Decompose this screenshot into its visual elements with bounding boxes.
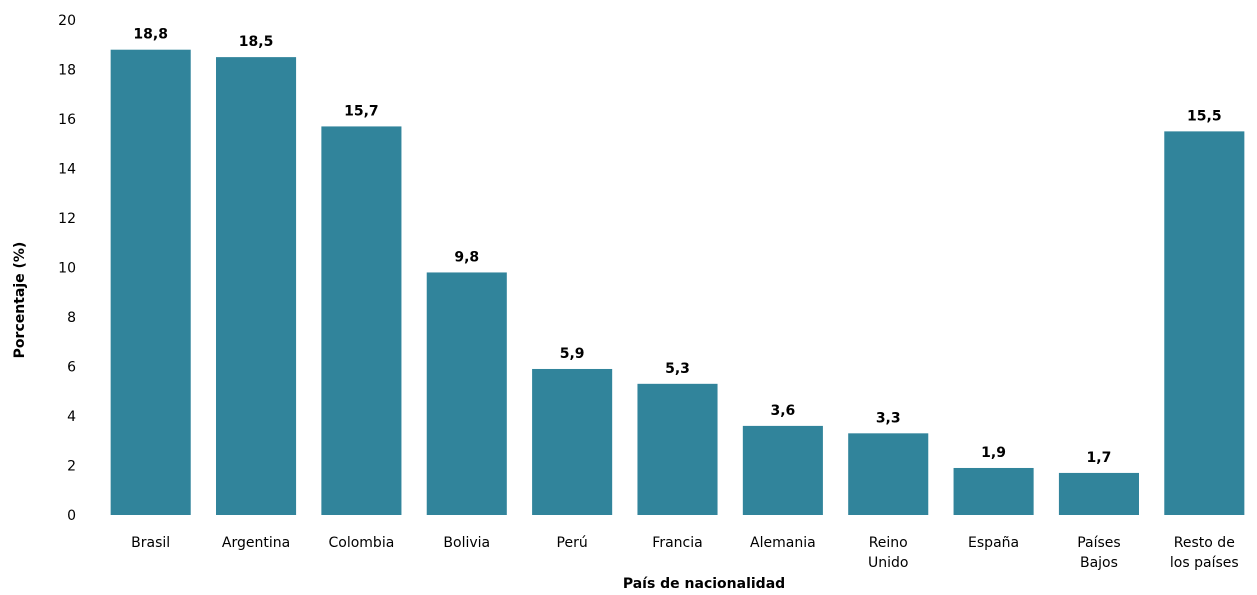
bar — [637, 383, 718, 515]
y-tick-label: 16 — [58, 112, 76, 128]
x-category-label: Alemania — [750, 535, 816, 551]
x-axis-categories: Brasil Argentina Colombia Bolivia Perú Franci… — [131, 535, 1239, 571]
data-label: 18,8 — [133, 27, 168, 43]
x-category-label: España — [968, 535, 1019, 551]
data-label: 18,5 — [239, 34, 274, 50]
x-category-label: Argentina — [222, 535, 290, 551]
data-label: 9,8 — [454, 249, 479, 265]
x-category-label: Reino — [869, 535, 908, 551]
bar — [953, 467, 1034, 515]
x-axis-title: País de nacionalidad — [623, 576, 785, 592]
data-label: 1,9 — [981, 445, 1006, 461]
y-tick-label: 0 — [67, 508, 76, 524]
data-label: 1,7 — [1087, 450, 1112, 466]
y-tick-label: 6 — [67, 360, 76, 376]
y-tick-label: 10 — [58, 261, 76, 277]
bar — [532, 368, 613, 515]
y-tick-label: 8 — [67, 310, 76, 326]
x-category-label: Perú — [557, 535, 588, 551]
data-label: 5,3 — [665, 361, 690, 377]
y-tick-label: 4 — [67, 409, 76, 425]
bar — [848, 433, 929, 515]
y-tick-label: 18 — [58, 63, 76, 79]
x-category-label: Países — [1077, 535, 1120, 551]
data-label: 3,6 — [770, 403, 795, 419]
data-labels: 18,8 18,5 15,7 9,8 5,9 5,3 3,6 3,3 1,9 1,7 15,5 — [133, 27, 1221, 466]
x-category-label: Bajos — [1080, 555, 1118, 571]
x-category-label: Bolivia — [443, 535, 490, 551]
data-label: 5,9 — [560, 346, 585, 362]
x-category-label: Brasil — [131, 535, 170, 551]
data-label: 15,7 — [344, 103, 379, 119]
y-tick-label: 14 — [58, 162, 76, 178]
bar — [742, 425, 823, 515]
bar — [1164, 131, 1245, 515]
bar — [216, 57, 297, 515]
y-tick-label: 2 — [67, 459, 76, 475]
y-tick-label: 12 — [58, 211, 76, 227]
bar — [321, 126, 402, 516]
bar — [1058, 472, 1139, 515]
x-category-label: Resto de — [1174, 535, 1235, 551]
bar — [426, 272, 507, 515]
x-category-label: los países — [1170, 555, 1239, 571]
y-axis-title: Porcentaje (%) — [12, 242, 28, 359]
bar — [110, 49, 191, 515]
bars — [110, 49, 1245, 516]
x-category-label: Colombia — [329, 535, 395, 551]
y-axis-ticks: 0 2 4 6 8 10 12 14 16 18 20 — [58, 13, 76, 524]
data-label: 3,3 — [876, 410, 901, 426]
y-tick-label: 20 — [58, 13, 76, 29]
x-category-label: Unido — [868, 555, 908, 571]
x-category-label: Francia — [652, 535, 702, 551]
data-label: 15,5 — [1187, 108, 1222, 124]
